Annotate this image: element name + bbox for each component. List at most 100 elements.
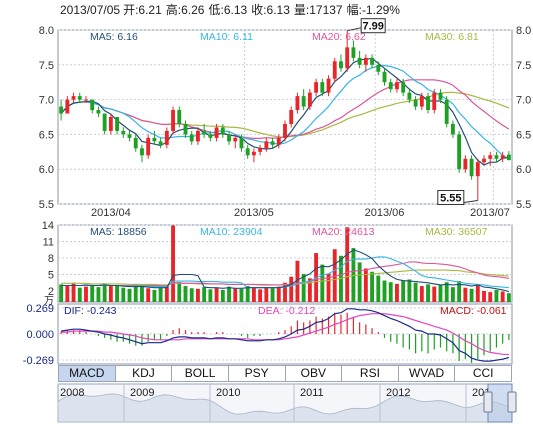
candle-body bbox=[426, 96, 430, 111]
candle-body bbox=[171, 110, 175, 131]
price-legend-3: MA20: 6.62 bbox=[312, 31, 366, 43]
volume-bar bbox=[251, 287, 256, 302]
volume-bar bbox=[395, 283, 399, 302]
volume-bar bbox=[140, 286, 144, 302]
max-callout-label: 7.99 bbox=[362, 21, 383, 33]
candle-body bbox=[133, 137, 138, 149]
price-ytick-left: 7.0 bbox=[39, 95, 54, 107]
volume-legend-3: MA20: 24613 bbox=[312, 226, 375, 238]
candle-body bbox=[258, 148, 263, 152]
candle-body bbox=[345, 47, 350, 69]
volume-ytick: 14 bbox=[42, 220, 54, 232]
candle-body bbox=[196, 130, 200, 142]
candle-body bbox=[115, 117, 120, 131]
volume-bar bbox=[214, 287, 219, 302]
navigator-handle-left[interactable] bbox=[483, 391, 493, 413]
volume-bar bbox=[463, 287, 468, 302]
navigator-year-label: 2011 bbox=[300, 387, 324, 399]
volume-bar bbox=[164, 285, 169, 302]
candle-body bbox=[152, 137, 157, 142]
macd-ytick: -0.269 bbox=[23, 355, 54, 367]
candle-body bbox=[65, 99, 70, 114]
tab-psy[interactable]: PSY bbox=[229, 366, 286, 381]
volume-bar bbox=[183, 286, 188, 302]
tab-kdj[interactable]: KDJ bbox=[116, 366, 173, 381]
volume-bar bbox=[208, 289, 213, 302]
navigator-year-label: 2010 bbox=[216, 387, 240, 399]
volume-bar bbox=[96, 287, 101, 302]
candle-body bbox=[77, 96, 82, 100]
volume-bar bbox=[426, 284, 430, 302]
volume-ytick: 2 bbox=[48, 286, 54, 298]
candle-body bbox=[276, 137, 281, 145]
price-ytick-left: 6.0 bbox=[39, 164, 54, 176]
tab-rsi[interactable]: RSI bbox=[342, 366, 399, 381]
candle-body bbox=[457, 134, 462, 170]
price-ytick-right: 6.0 bbox=[516, 164, 531, 176]
volume-bar bbox=[494, 289, 499, 302]
price-xtick: 2013/05 bbox=[234, 207, 274, 219]
macd-ytick: 0.269 bbox=[26, 303, 54, 315]
max-callout-box bbox=[360, 18, 386, 34]
price-ytick-left: 6.5 bbox=[39, 129, 54, 141]
tab-cci[interactable]: CCI bbox=[472, 366, 494, 380]
candle-body bbox=[84, 99, 88, 101]
range-navigator[interactable]: 2008 2009 2010 2011 2012 201 bbox=[57, 383, 517, 423]
volume-bar bbox=[276, 286, 281, 302]
macd-ytick: 0.000 bbox=[26, 329, 54, 341]
min-callout-line bbox=[463, 200, 478, 204]
candle-body bbox=[102, 113, 107, 131]
candle-body bbox=[140, 148, 144, 156]
price-ytick-left: 5.5 bbox=[39, 199, 54, 211]
volume-bar bbox=[77, 287, 82, 302]
volume-bar bbox=[84, 286, 88, 302]
candle-body bbox=[339, 61, 343, 69]
tab-wvad[interactable]: WVAD bbox=[399, 366, 456, 381]
volume-bar bbox=[500, 291, 505, 302]
candle-body bbox=[506, 154, 511, 161]
volume-bar bbox=[152, 289, 157, 302]
candle-body bbox=[251, 151, 256, 156]
price-ytick-right: 7.5 bbox=[516, 60, 531, 72]
tab-obv[interactable]: OBV bbox=[286, 366, 343, 381]
volume-bar bbox=[401, 280, 406, 302]
volume-bar bbox=[245, 286, 250, 302]
volume-bar bbox=[90, 284, 95, 302]
candle-body bbox=[108, 117, 113, 131]
navigator-year-label: 2009 bbox=[130, 387, 154, 399]
volume-bar bbox=[108, 286, 113, 302]
candle-body bbox=[71, 96, 76, 100]
volume-bar bbox=[189, 288, 194, 302]
volume-bar bbox=[345, 227, 350, 302]
candle-body bbox=[382, 71, 387, 83]
tab-boll[interactable]: BOLL bbox=[172, 366, 229, 381]
candle-body bbox=[189, 134, 194, 142]
volume-bar bbox=[71, 282, 76, 302]
candle-body bbox=[127, 134, 132, 138]
volume-bar bbox=[295, 260, 300, 302]
tab-macd[interactable]: MACD bbox=[59, 366, 116, 381]
candle-body bbox=[283, 123, 287, 138]
volume-bar bbox=[457, 281, 462, 302]
price-legend-1: MA5: 6.16 bbox=[90, 31, 138, 43]
candle-body bbox=[332, 61, 337, 79]
macd-dif-line bbox=[61, 308, 510, 362]
volume-bar bbox=[438, 284, 443, 302]
volume-bar bbox=[133, 283, 138, 302]
volume-legend-1: MA5: 18856 bbox=[90, 226, 147, 238]
candle-body bbox=[90, 99, 95, 111]
volume-bar bbox=[432, 286, 437, 302]
volume-bar bbox=[115, 285, 120, 302]
macd-legend-dea: DEA: -0.212 bbox=[258, 305, 315, 317]
volume-bar bbox=[450, 287, 455, 302]
volume-bar bbox=[258, 289, 263, 302]
volume-bar bbox=[370, 271, 374, 302]
volume-bar bbox=[376, 275, 381, 302]
navigator-year-label: 2008 bbox=[60, 387, 84, 399]
candle-body bbox=[500, 155, 505, 159]
volume-bar bbox=[233, 288, 238, 302]
navigator-handle-right[interactable] bbox=[507, 391, 517, 413]
volume-bar bbox=[326, 273, 331, 302]
candle-body bbox=[121, 130, 126, 135]
